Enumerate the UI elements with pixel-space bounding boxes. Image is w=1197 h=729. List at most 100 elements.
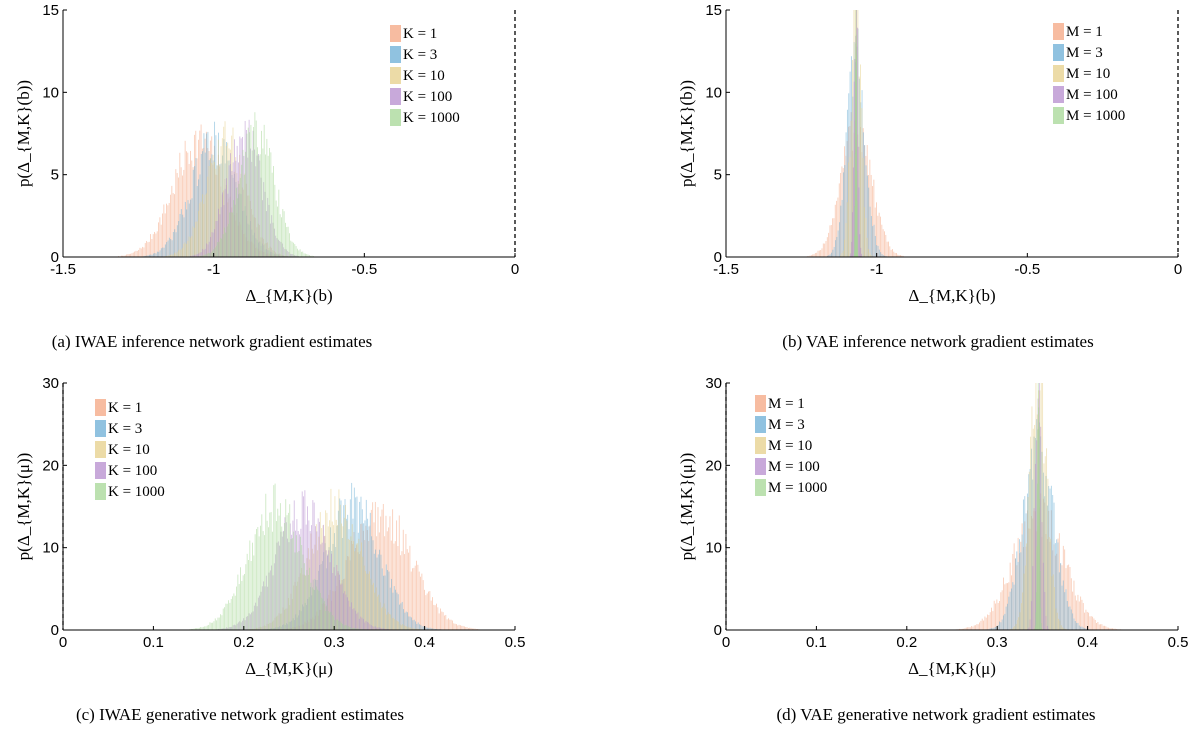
histogram-bar <box>210 236 212 257</box>
histogram-bar <box>1078 625 1080 630</box>
histogram-bar <box>178 221 180 257</box>
y-tick-label: 20 <box>705 457 722 474</box>
histogram-bar <box>384 608 386 630</box>
histogram-bar <box>200 252 202 257</box>
histogram-bar <box>363 565 365 630</box>
histogram-bar <box>285 499 287 630</box>
histogram-bar <box>152 253 154 257</box>
histogram-bar <box>349 499 351 630</box>
x-tick-label: 0 <box>59 634 67 651</box>
x-tick-label: -0.5 <box>351 261 377 278</box>
histogram-bars <box>806 10 904 257</box>
histogram-bar <box>1060 562 1062 630</box>
histogram-bar <box>303 496 304 630</box>
x-tick-label: 0.1 <box>806 634 827 651</box>
histogram-bar <box>449 619 451 630</box>
y-axis-label: p(Δ_{M,K}(b)) <box>14 80 33 187</box>
histogram-bar <box>279 503 281 630</box>
chart-panel-c: 0 0.1 0.2 0.3 0.4 0.5 0 10 20 30 Δ_{M,K}(μ) p(Δ_{M,… <box>14 375 525 724</box>
histogram-bar <box>337 619 339 630</box>
histogram-bar <box>233 200 235 257</box>
histogram-bar <box>345 625 346 630</box>
histogram-bar <box>183 169 185 257</box>
histogram-bar <box>261 586 263 630</box>
histogram-bar <box>1098 624 1100 630</box>
histogram-bar <box>178 250 179 257</box>
histogram-bar <box>341 622 343 630</box>
histogram-bar <box>348 600 350 630</box>
histogram-bar <box>968 627 970 630</box>
histogram-bar <box>226 178 227 257</box>
histogram-bar <box>1043 463 1045 630</box>
histogram-bar <box>984 616 986 630</box>
histogram-bar <box>402 624 404 630</box>
histogram-bar <box>442 612 444 630</box>
histogram-bar <box>1028 471 1030 630</box>
legend-label: M = 100 <box>1066 87 1118 103</box>
histogram-bar <box>212 155 214 257</box>
histogram-bar <box>275 200 277 257</box>
histogram-bar <box>179 152 181 257</box>
histogram-bar <box>172 232 174 257</box>
histogram-bar <box>241 164 243 257</box>
histogram-bar <box>251 150 253 257</box>
histogram-bar <box>242 149 244 257</box>
histogram-bar <box>1084 612 1086 630</box>
histogram-bar <box>286 227 288 257</box>
histogram-bar <box>155 253 157 257</box>
histogram-bar <box>1015 558 1016 630</box>
histogram-bar <box>295 246 297 257</box>
x-tick-label: -1.5 <box>713 261 739 278</box>
histogram-bar <box>1022 499 1024 630</box>
histogram-bar <box>291 534 293 630</box>
histogram-bar <box>979 622 981 630</box>
histogram-bar <box>861 253 862 257</box>
histogram-bar <box>961 628 963 630</box>
histogram-bar <box>331 553 332 630</box>
histogram-bar <box>362 618 364 630</box>
histogram-bar <box>215 245 217 257</box>
histogram-bar <box>226 226 228 257</box>
histogram-bar <box>1064 592 1066 630</box>
histogram-bar <box>987 614 988 630</box>
histogram-bar <box>321 542 323 630</box>
histogram-bar <box>327 526 329 630</box>
histogram-bar <box>832 218 834 257</box>
histogram-bar <box>1041 628 1043 630</box>
histogram-bar <box>269 512 271 630</box>
histogram-bar <box>313 502 315 630</box>
histogram-bar <box>1028 474 1030 630</box>
histogram-bar <box>252 542 253 630</box>
histogram-bar <box>228 600 230 630</box>
x-tick-label: 0 <box>511 261 519 278</box>
histogram-bar <box>332 573 334 630</box>
histogram-bar <box>307 254 309 257</box>
histogram-bar <box>245 151 247 257</box>
histogram-bar <box>205 254 207 257</box>
chart-panel-a: -1.5 -1 -0.5 0 0 5 10 15 Δ_{M,K}(b) p(Δ_{M,K}(b))… <box>14 2 519 351</box>
histogram-bar <box>384 628 386 630</box>
histogram-bar <box>894 252 896 257</box>
histogram-bar <box>836 236 838 257</box>
histogram-bar <box>323 524 324 630</box>
histogram-bar <box>408 627 410 630</box>
histogram-bar <box>813 254 815 257</box>
histogram-bar <box>432 628 434 630</box>
histogram-bar <box>1066 601 1068 630</box>
histogram-bar <box>359 551 361 630</box>
histogram-bar <box>365 499 367 630</box>
histogram-bar <box>325 510 327 630</box>
histogram-bar <box>1085 628 1087 630</box>
legend-label: K = 10 <box>403 68 445 84</box>
histogram-bar <box>864 145 866 257</box>
histogram-bar <box>256 606 258 630</box>
histogram-bar <box>130 253 132 257</box>
histogram-bar <box>404 612 406 630</box>
histogram-bar <box>837 197 839 257</box>
histogram-bar <box>178 177 179 257</box>
histogram-bar <box>138 249 140 257</box>
histogram-bar <box>245 616 247 630</box>
histogram-bar <box>283 530 285 630</box>
legend-swatch <box>390 46 401 63</box>
histogram-bar <box>844 165 846 257</box>
